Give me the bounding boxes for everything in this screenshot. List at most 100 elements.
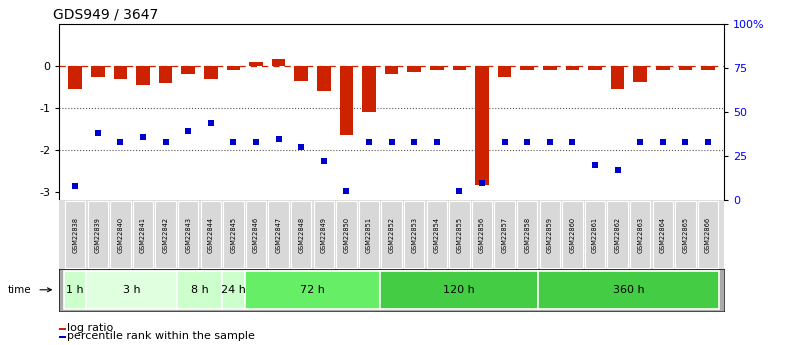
Bar	[679, 66, 692, 70]
FancyBboxPatch shape	[698, 201, 718, 268]
Point	[634, 139, 646, 145]
Text: GSM22865: GSM22865	[683, 217, 688, 253]
Bar	[452, 66, 466, 70]
FancyBboxPatch shape	[449, 201, 470, 268]
FancyBboxPatch shape	[313, 201, 334, 268]
Bar	[68, 66, 82, 89]
Bar	[566, 66, 579, 70]
FancyBboxPatch shape	[517, 201, 537, 268]
Point	[69, 183, 81, 189]
FancyBboxPatch shape	[222, 271, 244, 309]
Point	[475, 180, 488, 185]
Text: GSM22853: GSM22853	[411, 217, 417, 253]
Text: GSM22845: GSM22845	[230, 217, 237, 253]
Text: GDS949 / 3647: GDS949 / 3647	[53, 8, 158, 22]
FancyBboxPatch shape	[381, 201, 402, 268]
Text: percentile rank within the sample: percentile rank within the sample	[67, 332, 255, 341]
FancyBboxPatch shape	[246, 201, 266, 268]
FancyBboxPatch shape	[177, 271, 222, 309]
FancyBboxPatch shape	[336, 201, 357, 268]
Point	[159, 139, 172, 145]
Text: GSM22849: GSM22849	[320, 217, 327, 253]
Point	[295, 145, 308, 150]
FancyBboxPatch shape	[653, 201, 673, 268]
Point	[250, 139, 263, 145]
Bar	[520, 66, 534, 70]
Bar	[272, 59, 286, 66]
Text: GSM22862: GSM22862	[615, 217, 621, 253]
Text: GSM22855: GSM22855	[456, 217, 463, 253]
Bar	[159, 66, 172, 83]
Text: 8 h: 8 h	[191, 285, 208, 295]
Bar	[317, 66, 331, 91]
FancyBboxPatch shape	[676, 201, 695, 268]
Bar	[226, 66, 240, 70]
Text: GSM22842: GSM22842	[162, 217, 168, 253]
Bar	[498, 66, 511, 77]
FancyBboxPatch shape	[539, 201, 560, 268]
Point	[317, 159, 330, 164]
Point	[137, 134, 149, 139]
FancyBboxPatch shape	[65, 201, 85, 268]
FancyBboxPatch shape	[88, 201, 108, 268]
Text: log ratio: log ratio	[67, 324, 113, 333]
Text: GSM22839: GSM22839	[95, 217, 100, 253]
FancyBboxPatch shape	[426, 201, 447, 268]
Point	[408, 139, 421, 145]
Point	[182, 129, 195, 134]
FancyBboxPatch shape	[539, 271, 719, 309]
Bar	[634, 66, 647, 82]
Text: GSM22838: GSM22838	[72, 217, 78, 253]
Text: GSM22863: GSM22863	[637, 217, 643, 253]
Point	[679, 139, 691, 145]
FancyBboxPatch shape	[380, 271, 539, 309]
Text: 72 h: 72 h	[300, 285, 325, 295]
Point	[430, 139, 443, 145]
Text: GSM22859: GSM22859	[547, 217, 553, 253]
Bar	[543, 66, 557, 70]
Bar	[249, 62, 263, 66]
Bar	[589, 66, 602, 70]
Text: 1 h: 1 h	[66, 285, 84, 295]
FancyBboxPatch shape	[133, 201, 153, 268]
Point	[498, 139, 511, 145]
Text: GSM22843: GSM22843	[185, 217, 191, 253]
Text: GSM22850: GSM22850	[343, 217, 350, 253]
FancyBboxPatch shape	[404, 201, 424, 268]
FancyBboxPatch shape	[562, 201, 582, 268]
FancyBboxPatch shape	[64, 271, 86, 309]
Text: GSM22851: GSM22851	[366, 217, 372, 253]
FancyBboxPatch shape	[268, 201, 289, 268]
Point	[657, 139, 669, 145]
Text: GSM22848: GSM22848	[298, 217, 305, 253]
Bar	[136, 66, 149, 85]
Bar	[181, 66, 195, 75]
FancyBboxPatch shape	[244, 271, 380, 309]
Text: GSM22861: GSM22861	[592, 217, 598, 253]
Text: GSM22856: GSM22856	[479, 217, 485, 253]
Bar	[294, 66, 308, 81]
FancyBboxPatch shape	[471, 201, 492, 268]
Text: GSM22866: GSM22866	[705, 217, 711, 253]
Text: GSM22857: GSM22857	[501, 217, 508, 253]
Point	[566, 139, 579, 145]
Point	[227, 139, 240, 145]
Point	[362, 139, 375, 145]
Bar	[475, 66, 489, 186]
FancyBboxPatch shape	[494, 201, 515, 268]
Point	[385, 139, 398, 145]
Text: GSM22841: GSM22841	[140, 217, 146, 253]
Text: 24 h: 24 h	[221, 285, 246, 295]
Text: 360 h: 360 h	[613, 285, 645, 295]
Point	[204, 120, 217, 126]
Bar	[656, 66, 669, 70]
FancyBboxPatch shape	[359, 201, 379, 268]
Text: GSM22858: GSM22858	[524, 217, 530, 253]
FancyBboxPatch shape	[607, 201, 628, 268]
Bar	[701, 66, 715, 70]
FancyBboxPatch shape	[585, 201, 605, 268]
FancyBboxPatch shape	[223, 201, 244, 268]
Bar	[204, 66, 218, 79]
Point	[340, 189, 353, 194]
Bar	[407, 66, 421, 72]
